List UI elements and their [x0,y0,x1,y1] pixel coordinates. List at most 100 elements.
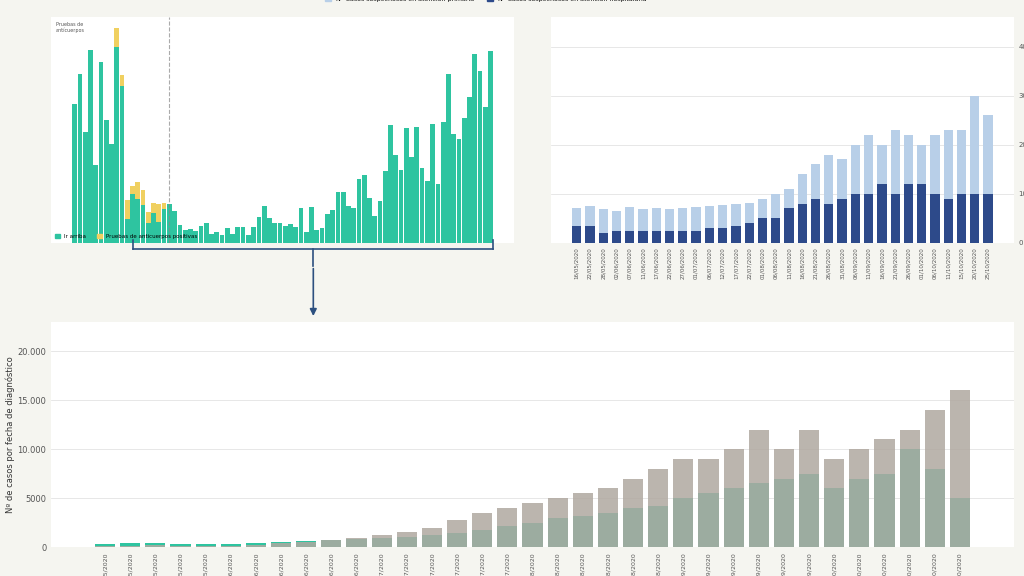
Bar [325,214,330,242]
Bar [373,215,377,242]
Bar [705,228,714,242]
Bar [798,203,807,242]
Bar [698,459,719,547]
Bar [611,211,622,242]
Bar [648,469,669,547]
Bar [586,226,595,242]
Bar [236,227,241,242]
Bar [183,230,187,242]
Bar [196,546,216,547]
Bar [425,181,430,242]
Bar [983,194,992,242]
Bar [209,234,214,242]
Bar [262,206,266,242]
Bar [651,230,660,242]
Bar [120,86,124,242]
Bar [241,228,246,242]
Bar [744,203,754,242]
Bar [378,201,382,242]
Bar [393,154,398,242]
Bar [157,222,161,242]
Bar [483,107,487,242]
Bar [140,190,145,205]
Bar [145,545,165,547]
Bar [152,213,156,242]
Bar [396,532,417,547]
Bar [749,483,769,547]
Bar [691,207,700,242]
Bar [447,520,467,547]
Bar [611,230,622,242]
Bar [824,203,834,242]
Bar [851,145,860,242]
Bar [194,231,198,242]
Text: Pruebas de
antícuerpos: Pruebas de antícuerpos [56,22,85,33]
Bar [430,124,435,242]
Bar [196,544,216,547]
Bar [824,154,834,242]
Bar [674,459,693,547]
Bar [623,508,643,547]
Bar [878,184,887,242]
Bar [420,168,425,242]
Bar [674,498,693,547]
Bar [498,526,517,547]
Bar [346,539,367,547]
Bar [824,488,844,547]
Bar [698,493,719,547]
Bar [146,213,151,223]
Bar [477,71,482,242]
Bar [88,50,93,242]
Bar [918,145,927,242]
Bar [251,227,256,242]
Bar [900,449,920,547]
Bar [271,542,291,547]
Bar [135,182,140,199]
Bar [944,130,953,242]
Bar [98,62,103,242]
Bar [95,544,115,547]
Bar [346,539,367,547]
Bar [110,144,114,242]
Bar [170,545,190,547]
Bar [299,208,303,242]
Bar [956,194,967,242]
Bar [73,104,77,242]
Bar [457,139,462,242]
Bar [125,200,130,219]
Bar [422,536,442,547]
Bar [678,209,687,242]
Bar [638,209,647,242]
Bar [648,506,669,547]
Bar [398,169,403,242]
Bar [638,230,647,242]
Bar [462,118,467,242]
Bar [170,544,190,547]
Bar [130,194,135,242]
Bar [162,203,167,209]
Bar [651,208,660,242]
Bar [322,540,341,547]
Bar [152,203,156,213]
Bar [435,184,440,242]
Bar [878,145,887,242]
Bar [731,203,740,242]
Bar [346,206,351,242]
Bar [330,210,335,242]
Bar [838,199,847,242]
Bar [135,199,140,242]
Bar [724,488,743,547]
Bar [731,226,740,242]
Bar [446,74,451,242]
Bar [172,211,177,242]
Bar [925,410,945,547]
Bar [452,134,456,242]
Bar [799,473,819,547]
Bar [891,194,900,242]
Bar [599,210,608,242]
Bar [970,96,979,242]
Bar [798,174,807,242]
Y-axis label: Nº de casos por fecha de diagnóstico: Nº de casos por fecha de diagnóstico [5,356,14,513]
Bar [705,206,714,242]
Bar [864,194,873,242]
